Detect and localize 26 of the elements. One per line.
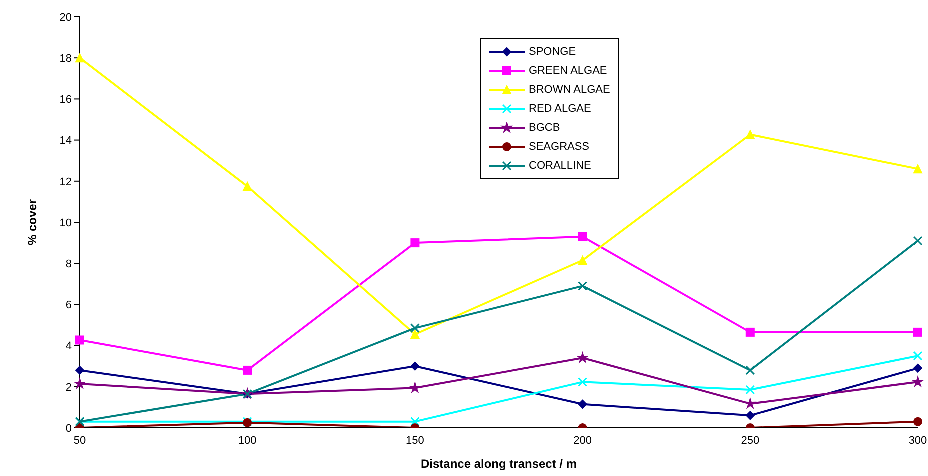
y-tick-label: 2 xyxy=(66,382,72,394)
y-tick-label: 18 xyxy=(60,53,72,66)
legend-label: SPONGE xyxy=(529,46,576,58)
y-tick-label: 8 xyxy=(66,258,72,271)
legend-label: BGCB xyxy=(529,122,560,134)
x-tick-label: 250 xyxy=(741,434,760,447)
x-tick-label: 300 xyxy=(908,434,928,447)
y-tick-label: 6 xyxy=(66,300,72,312)
x-tick-label: 50 xyxy=(74,434,86,447)
legend-label: SEAGRASS xyxy=(529,140,590,152)
y-tick-label: 14 xyxy=(60,135,72,148)
y-tick-label: 10 xyxy=(60,217,72,230)
y-tick-label: 0 xyxy=(66,422,72,435)
legend-label: CORALLINE xyxy=(529,160,592,172)
y-axis-title: % cover xyxy=(25,199,40,246)
legend-label: RED ALGAE xyxy=(529,102,592,114)
y-tick-label: 4 xyxy=(66,340,72,353)
x-tick-label: 150 xyxy=(406,434,424,447)
legend-label: GREEN ALGAE xyxy=(529,64,608,76)
x-tick-label: 100 xyxy=(238,434,257,447)
y-tick-label: 16 xyxy=(60,94,72,106)
x-tick-label: 200 xyxy=(574,434,592,447)
y-tick-label: 20 xyxy=(60,12,72,24)
legend-label: BROWN ALGAE xyxy=(529,84,610,96)
x-axis-title: Distance along transect / m xyxy=(420,457,578,471)
y-tick-label: 12 xyxy=(60,176,72,188)
